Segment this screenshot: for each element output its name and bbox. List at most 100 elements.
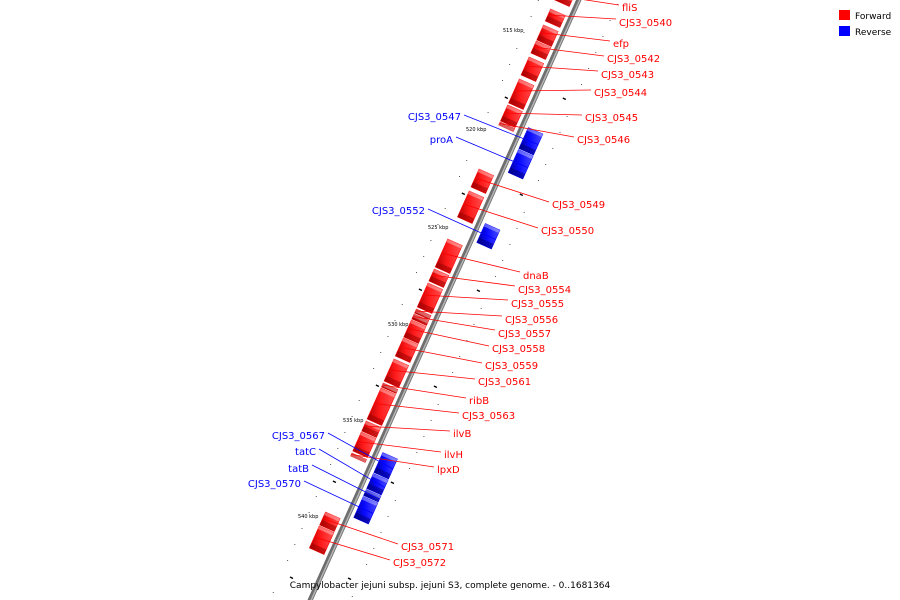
scale-tick-minor (387, 516, 389, 517)
scale-tick-minor (394, 320, 396, 321)
scale-tick-minor (380, 532, 382, 533)
scale-tick-minor (416, 272, 417, 273)
gene-block[interactable] (366, 473, 389, 496)
label-leader-line (422, 294, 509, 301)
scale-tick-minor (566, 116, 568, 117)
gene-label[interactable]: CJS3_0572 (393, 558, 446, 569)
gene-label[interactable]: tatB (288, 464, 309, 475)
scale-tick-major (418, 288, 423, 292)
gene-block[interactable] (403, 319, 427, 344)
gene-label[interactable]: ilvH (444, 450, 463, 461)
scale-tick-minor (595, 52, 597, 53)
scale-tick-minor (315, 496, 317, 497)
gene-label[interactable]: CJS3_0550 (541, 226, 594, 237)
gene-block[interactable] (544, 8, 566, 28)
gene-label[interactable]: CJS3_0552 (372, 206, 425, 217)
label-leader-line (374, 403, 460, 414)
gene-label[interactable]: efp (613, 39, 629, 50)
scale-tick-minor (430, 240, 432, 241)
scale-tick-minor (308, 512, 310, 513)
gene-label[interactable]: CJS3_0567 (272, 431, 325, 442)
scale-tick-minor (552, 148, 554, 149)
gene-label[interactable]: CJS3_0544 (594, 88, 647, 99)
gene-label[interactable]: CJS3_0570 (248, 479, 301, 490)
scale-tick-minor (516, 228, 518, 229)
gene-block[interactable] (373, 452, 398, 480)
label-leader-line (303, 480, 374, 514)
scale-label: 525 kbp (428, 225, 448, 231)
gene-block[interactable] (457, 190, 485, 224)
gene-label[interactable]: CJS3_0559 (485, 361, 538, 372)
gene-block[interactable] (416, 282, 443, 314)
scale-tick-minor (537, 0, 539, 1)
gene-label[interactable]: dnaB (523, 271, 549, 282)
gene-block[interactable] (434, 238, 463, 274)
label-leader-line (499, 123, 575, 138)
gene-block[interactable] (508, 78, 535, 110)
gene-block[interactable] (554, 0, 574, 7)
gene-block[interactable] (361, 420, 382, 438)
gene-block[interactable] (520, 56, 545, 82)
scale-tick-minor (530, 16, 532, 17)
gene-label[interactable]: CJS3_0563 (462, 411, 515, 422)
gene-block[interactable] (470, 168, 494, 194)
scale-tick-minor (294, 544, 296, 545)
label-leader-line (322, 518, 399, 545)
gene-block[interactable] (428, 268, 450, 288)
gene-label[interactable]: CJS3_0558 (492, 344, 545, 355)
gene-features (309, 0, 573, 555)
gene-label[interactable]: proA (430, 135, 453, 146)
gene-label[interactable]: CJS3_0540 (619, 18, 672, 29)
label-leader-line (327, 432, 394, 470)
gene-labels: fliS CJS3_0540 efp CJS3_0542 CJS3_0543 C… (248, 3, 672, 569)
label-leader-line (583, 0, 620, 6)
label-leader-line (363, 425, 451, 432)
gene-block[interactable] (394, 337, 419, 363)
scale-tick-minor (358, 400, 360, 401)
gene-label[interactable]: ribB (469, 396, 489, 407)
scale-tick-minor (423, 256, 425, 257)
gene-block[interactable] (383, 358, 409, 388)
gene-label[interactable]: CJS3_0556 (505, 315, 558, 326)
gene-label[interactable]: CJS3_0545 (585, 113, 638, 124)
label-leader-line (533, 46, 605, 57)
scale-tick-minor (609, 20, 611, 21)
scale-tick-minor (373, 548, 375, 549)
gene-label[interactable]: CJS3_0555 (511, 299, 564, 310)
gene-block[interactable] (536, 24, 559, 47)
gene-label[interactable]: CJS3_0547 (408, 112, 461, 123)
scale-tick-minor (351, 416, 353, 417)
gene-label[interactable]: tatC (295, 447, 316, 458)
scale-tick-minor (466, 160, 468, 161)
gene-block[interactable] (319, 511, 341, 532)
gene-label[interactable]: CJS3_0549 (552, 200, 605, 211)
scale-tick-major (476, 289, 481, 293)
scale-tick-minor (509, 64, 511, 65)
gene-block[interactable] (530, 40, 552, 60)
gene-label[interactable]: CJS3_0571 (401, 542, 454, 553)
gene-label[interactable]: CJS3_0561 (478, 377, 531, 388)
scale-tick-minor (423, 436, 425, 437)
gene-block[interactable] (366, 387, 396, 426)
gene-label[interactable]: CJS3_0557 (498, 329, 551, 340)
scale-tick-minor (452, 372, 454, 373)
gene-label[interactable]: CJS3_0554 (518, 285, 571, 296)
gene-block[interactable] (500, 104, 523, 128)
gene-label[interactable]: lpxD (437, 465, 460, 476)
scale-tick-minor (366, 564, 368, 565)
scale-tick-major (519, 193, 524, 197)
gene-label[interactable]: CJS3_0543 (601, 70, 654, 81)
scale-tick-minor (588, 68, 590, 69)
scale-tick-minor (523, 212, 525, 213)
scale-tick-minor (409, 468, 411, 469)
gene-label[interactable]: CJS3_0542 (607, 54, 660, 65)
label-leader-line (504, 112, 583, 116)
scale-tick-major (332, 480, 337, 484)
gene-label[interactable]: CJS3_0546 (577, 135, 630, 146)
gene-block[interactable] (309, 525, 335, 555)
gene-label[interactable]: ilvB (453, 429, 471, 440)
gene-label[interactable]: fliS (622, 3, 637, 14)
scale-tick-minor (272, 592, 274, 593)
scale-tick-major (461, 192, 466, 196)
